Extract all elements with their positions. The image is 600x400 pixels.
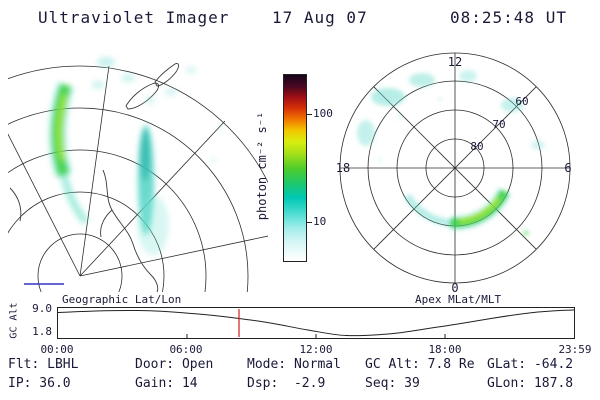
status-gc-alt: GC Alt: 7.8 Re xyxy=(365,357,475,372)
dial-mlt-label-18: 18 xyxy=(336,161,350,175)
timeline-xtick-0000: 00:00 xyxy=(40,343,74,356)
auroral-emission-patches xyxy=(48,57,223,255)
status-seq: Seq: 39 xyxy=(365,376,420,391)
colorbar-tickmark-upper xyxy=(307,114,312,115)
dial-mlt-label-6: 6 xyxy=(564,161,571,175)
timeline-xtick-1800: 18:00 xyxy=(428,343,462,356)
dial-mlt-label-12: 12 xyxy=(448,55,462,69)
timeline-xtick-0600: 06:00 xyxy=(169,343,203,356)
gc-alt-timeline xyxy=(57,307,575,339)
status-flt: Flt: LBHL xyxy=(8,357,79,372)
status-gain: Gain: 14 xyxy=(135,376,198,391)
timeline-axis-ticks xyxy=(186,334,446,338)
coastlines xyxy=(9,63,179,292)
status-glon: GLon: 187.8 xyxy=(487,376,574,391)
status-mode: Mode: Normal xyxy=(247,357,341,372)
timeline-left-label: Geographic Lat/Lon xyxy=(62,293,182,306)
timeline-xtick-2359: 23:59 xyxy=(558,343,592,356)
timeline-ymin-label: 1.8 xyxy=(32,325,52,338)
gc-alt-curve-plot xyxy=(58,309,574,338)
colorbar xyxy=(283,74,307,262)
header-time: 08:25:48 UT xyxy=(450,8,567,27)
dial-emission-patches xyxy=(357,70,545,236)
dial-ring-label-80: 80 xyxy=(470,140,483,153)
status-ip: IP: 36.0 xyxy=(8,376,71,391)
timeline-right-label: Apex MLat/MLT xyxy=(415,293,502,306)
status-glat: GLat: -64.2 xyxy=(487,357,574,372)
dial-grid xyxy=(339,52,571,284)
header-date: 17 Aug 07 xyxy=(272,8,368,27)
dial-ring-label-70: 70 xyxy=(492,118,505,131)
dial-ring-label-60: 60 xyxy=(515,95,528,108)
status-door: Door: Open xyxy=(135,357,214,372)
app-title: Ultraviolet Imager xyxy=(38,8,230,27)
mlat-mlt-dial: 12 18 6 0 60 70 80 xyxy=(336,52,572,295)
colorbar-tickmark-lower xyxy=(307,222,312,223)
timeline-xtick-1200: 12:00 xyxy=(299,343,333,356)
gc-alt-curve xyxy=(58,309,574,337)
colorbar-tick-100: 100 xyxy=(313,107,333,120)
geographic-plot xyxy=(8,57,268,292)
colorbar-label: photon cm⁻² s⁻¹ xyxy=(255,111,269,221)
geo-grid xyxy=(8,65,268,292)
status-dsp: Dsp: -2.9 xyxy=(247,376,326,391)
timeline-ymax-label: 9.0 xyxy=(32,302,52,315)
timeline-y-axis-label: GC Alt xyxy=(8,302,20,339)
colorbar-tick-10: 10 xyxy=(313,215,327,228)
dial-mlt-label-0: 0 xyxy=(451,281,458,295)
